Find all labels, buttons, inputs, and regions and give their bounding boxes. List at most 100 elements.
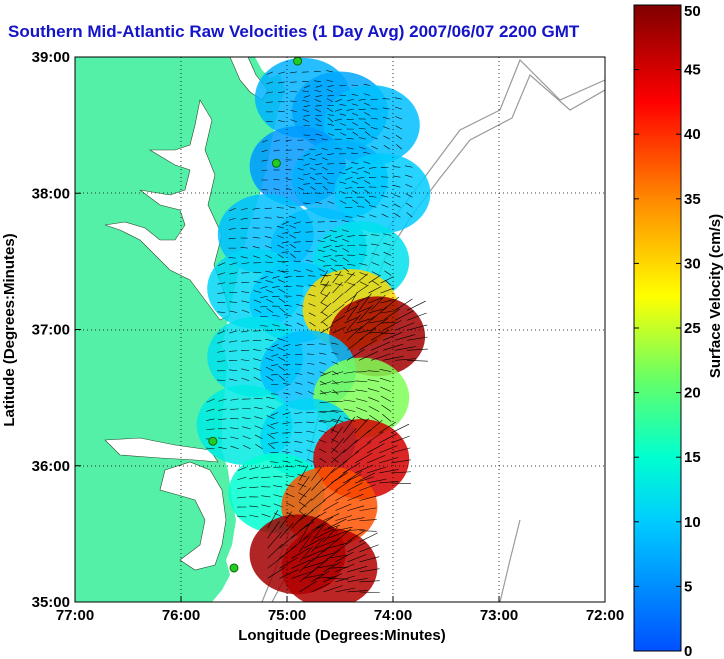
velocity-arrow <box>278 120 285 123</box>
velocity-arrow <box>229 272 238 275</box>
velocity-arrow <box>334 118 342 121</box>
velocity-arrow <box>330 267 337 273</box>
velocity-arrow <box>368 331 384 334</box>
velocity-arrow <box>305 250 313 253</box>
velocity-arrow <box>273 188 280 191</box>
velocity-arrow <box>355 380 368 382</box>
velocity-arrow <box>299 509 314 521</box>
velocity-arrow <box>278 91 285 93</box>
x-tick-label: 74:00 <box>374 607 412 624</box>
velocity-arrow <box>303 549 323 559</box>
velocity-arrow <box>323 478 337 491</box>
velocity-arrow <box>321 147 328 151</box>
velocity-arrow <box>364 112 371 116</box>
velocity-arrow <box>332 315 346 324</box>
velocity-arrow <box>395 116 402 120</box>
velocity-arrow <box>217 262 226 266</box>
velocity-arrow <box>311 582 331 593</box>
velocity-arrow <box>367 370 380 372</box>
velocity-arrow <box>339 104 347 106</box>
velocity-arrow <box>285 465 295 468</box>
velocity-arrow <box>334 148 342 150</box>
velocity-arrow <box>351 84 359 86</box>
velocity-arrow <box>305 259 313 263</box>
velocity-arrow <box>344 186 353 190</box>
velocity-arrow <box>252 255 260 259</box>
velocity-arrow <box>228 227 236 230</box>
velocity-arrow <box>319 380 327 385</box>
velocity-arrow <box>323 245 332 249</box>
velocity-arrow <box>347 590 368 593</box>
velocity-arrow <box>359 568 380 573</box>
velocity-arrow <box>320 283 328 287</box>
velocity-arrow <box>241 291 250 293</box>
velocity-arrow <box>299 580 317 593</box>
velocity-arrow <box>319 352 327 355</box>
velocity-arrow <box>315 516 334 529</box>
velocity-arrow <box>314 80 321 83</box>
velocity-arrow <box>359 484 376 491</box>
velocity-arrow <box>380 287 395 294</box>
velocity-arrow <box>391 471 411 474</box>
velocity-arrow <box>395 134 402 140</box>
velocity-arrow <box>299 476 310 491</box>
velocity-arrow <box>359 495 377 501</box>
velocity-arrow <box>358 327 376 341</box>
velocity-arrow <box>260 325 268 327</box>
velocity-arrow <box>273 149 280 152</box>
y-tick-label: 39:00 <box>32 49 70 66</box>
velocity-arrow <box>346 118 354 121</box>
velocity-arrow <box>335 563 355 573</box>
velocity-arrow <box>308 303 316 307</box>
y-tick-label: 36:00 <box>32 458 70 475</box>
velocity-arrow <box>298 501 307 508</box>
velocity-arrow <box>229 378 238 382</box>
velocity-arrow <box>341 229 349 233</box>
velocity-arrow <box>368 308 383 314</box>
velocity-arrow <box>241 262 250 265</box>
velocity-arrow <box>359 262 368 266</box>
velocity-arrow <box>351 94 359 96</box>
velocity-arrow <box>293 231 301 234</box>
velocity-arrow <box>277 244 284 249</box>
velocity-arrow <box>335 245 344 248</box>
velocity-arrow <box>352 131 359 136</box>
velocity-arrow <box>331 361 339 365</box>
velocity-arrow <box>254 434 263 440</box>
colorbar-label: Surface Velocity (cm/s) <box>707 214 724 378</box>
velocity-arrow <box>281 251 289 253</box>
velocity-arrow <box>299 557 315 573</box>
velocity-arrow <box>229 282 238 284</box>
velocity-arrow <box>355 476 375 484</box>
velocity-arrow <box>297 158 304 161</box>
velocity-arrow <box>343 408 356 412</box>
velocity-arrow <box>261 476 271 478</box>
velocity-arrow <box>299 487 311 501</box>
velocity-arrow <box>359 507 377 511</box>
velocity-arrow <box>391 435 410 444</box>
velocity-arrow <box>323 284 332 286</box>
velocity-arrow <box>217 350 226 353</box>
velocity-arrow <box>273 512 283 518</box>
velocity-arrow <box>332 293 344 304</box>
velocity-arrow <box>346 337 364 351</box>
velocity-arrow <box>392 175 401 178</box>
velocity-arrow <box>299 465 309 481</box>
velocity-arrow <box>383 242 392 246</box>
velocity-arrow <box>302 118 310 123</box>
velocity-arrow <box>266 298 274 303</box>
velocity-arrow <box>229 330 238 334</box>
velocity-arrow <box>335 526 353 531</box>
velocity-arrow <box>371 353 391 361</box>
velocity-arrow <box>370 294 386 311</box>
velocity-arrow <box>252 246 260 249</box>
velocity-arrow <box>320 302 328 307</box>
velocity-arrow <box>327 191 335 194</box>
velocity-arrow <box>306 430 315 433</box>
velocity-arrow <box>291 559 311 569</box>
velocity-arrow <box>271 354 279 357</box>
velocity-arrow <box>354 418 369 434</box>
velocity-arrow <box>303 538 322 549</box>
velocity-arrow <box>323 490 338 501</box>
velocity-arrow <box>309 158 316 161</box>
